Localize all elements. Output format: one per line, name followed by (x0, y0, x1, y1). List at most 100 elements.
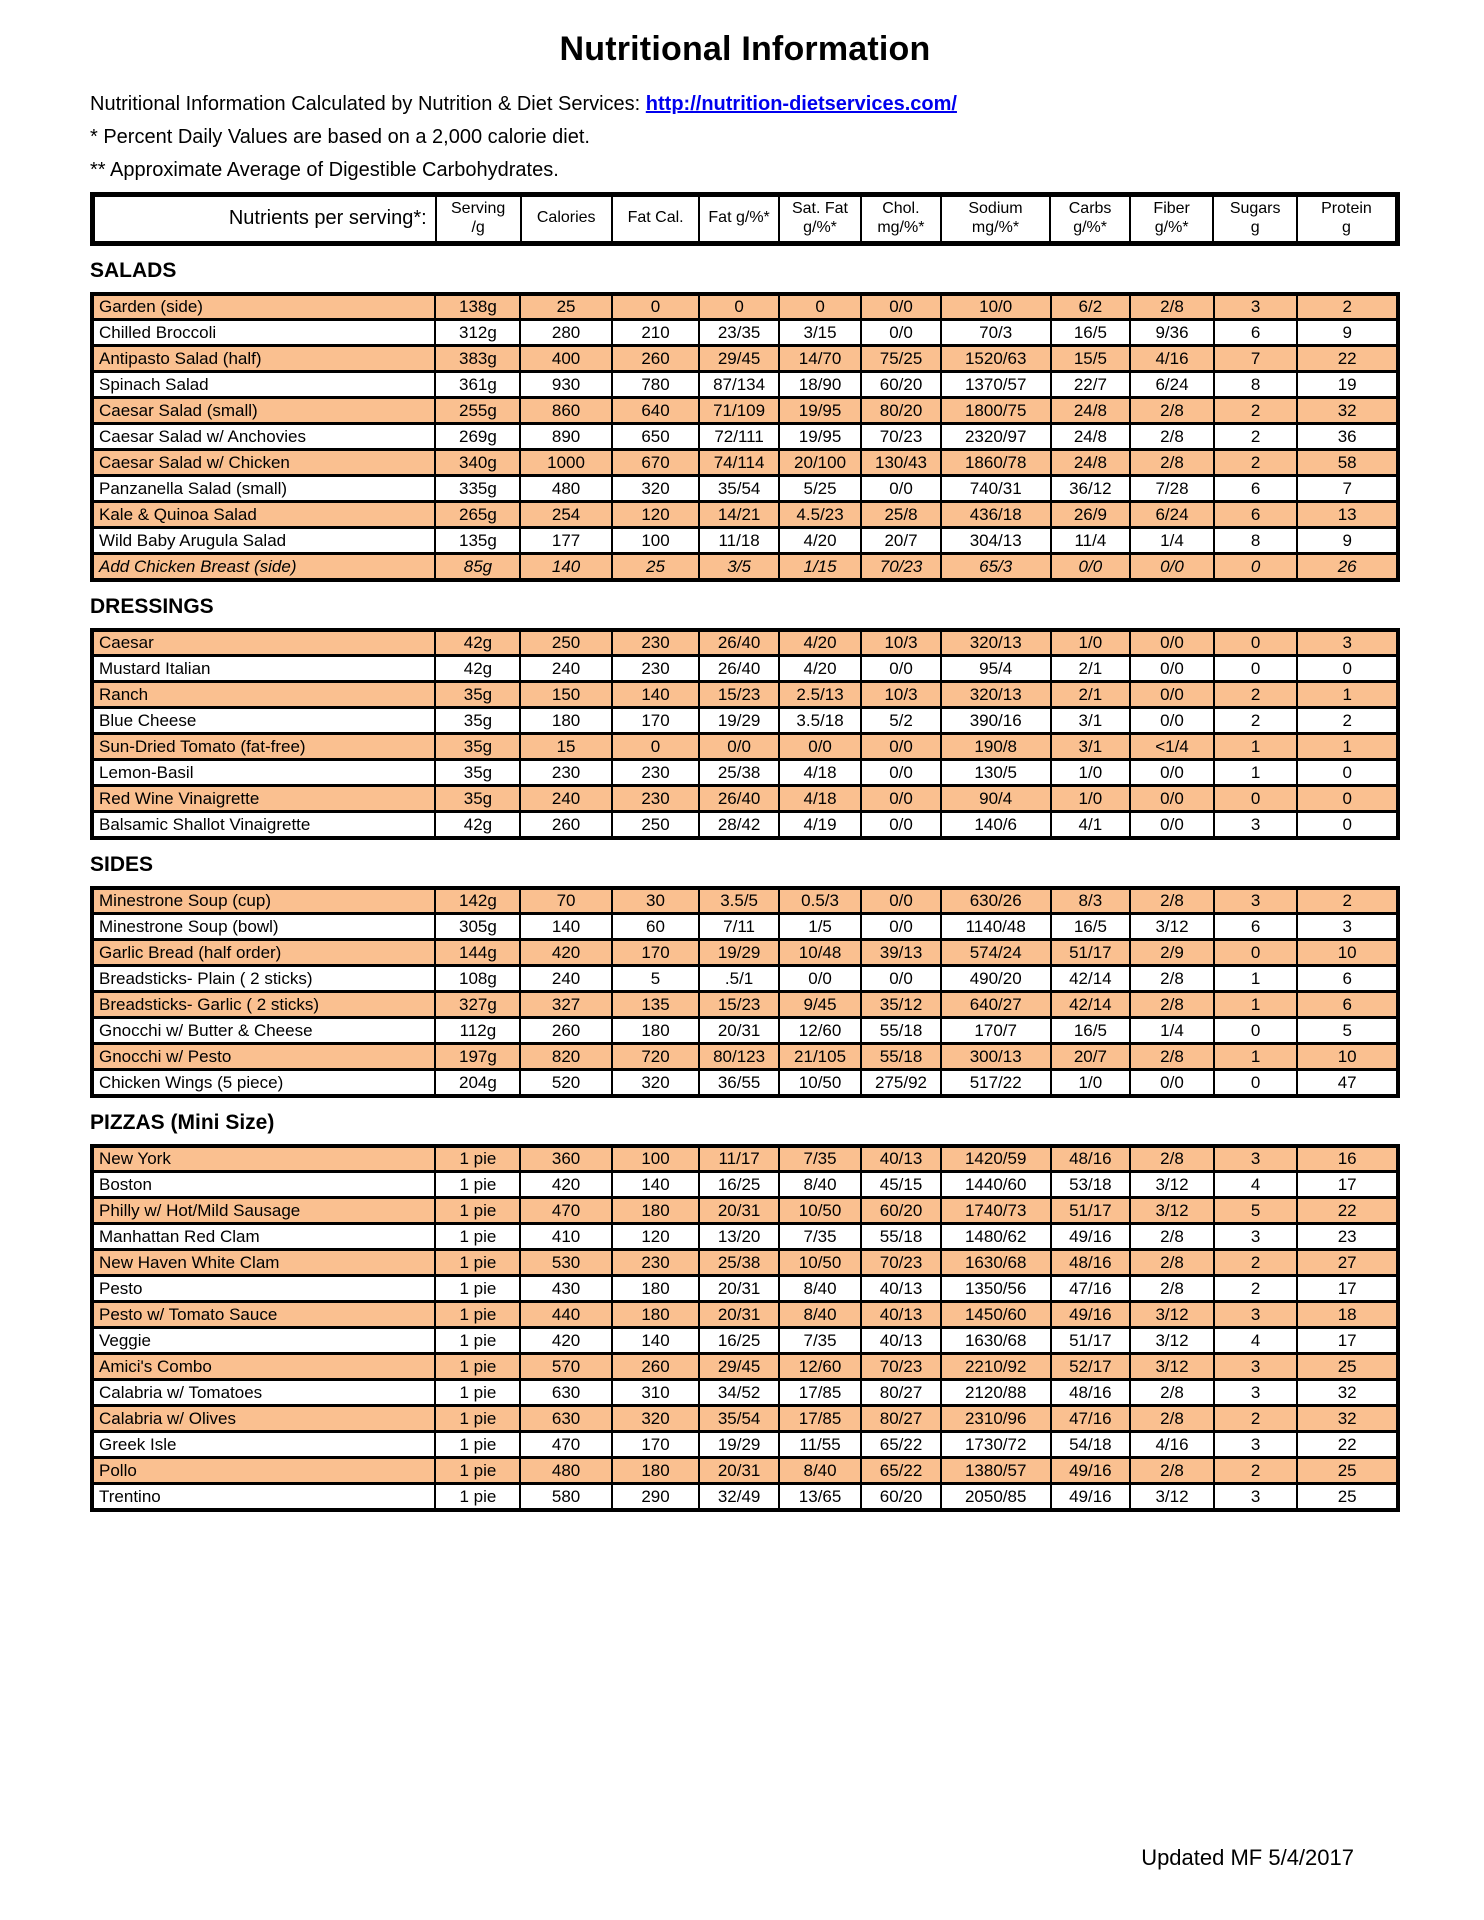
item-name: Minestrone Soup (bowl) (90, 912, 437, 942)
item-name: Philly w/ Hot/Mild Sausage (90, 1196, 437, 1226)
value-cell: 0 (1296, 654, 1399, 684)
value-cell: 13/20 (698, 1222, 780, 1252)
document-content: Nutritional Information Nutritional Info… (90, 30, 1400, 1512)
value-cell: 3 (1296, 628, 1399, 658)
value-cell: 260 (519, 810, 613, 840)
table-row: Boston 1 pie 420 140 16/25 8/40 45/15 1440/60 53… (90, 1170, 1399, 1200)
value-cell: 2310/96 (939, 1404, 1052, 1434)
value-cell: 480 (519, 474, 613, 504)
value-cell: 517/22 (939, 1068, 1052, 1098)
item-name: Veggie (90, 1326, 437, 1356)
item-name: Kale & Quinoa Salad (90, 500, 437, 530)
value-cell: 16/25 (698, 1170, 780, 1200)
value-cell: 22/7 (1049, 370, 1132, 400)
value-cell: 740/31 (939, 474, 1052, 504)
value-cell: 17 (1296, 1326, 1399, 1356)
value-cell: 19/29 (698, 706, 780, 736)
item-name: Caesar Salad w/ Anchovies (90, 422, 437, 452)
value-cell: 95/4 (939, 654, 1052, 684)
table-row: Caesar Salad w/ Anchovies 269g 890 650 72/11… (90, 422, 1399, 452)
value-cell: 2050/85 (939, 1482, 1052, 1512)
value-cell: 0 (1212, 1068, 1299, 1098)
value-cell: 58 (1296, 448, 1399, 478)
value-cell: 9 (1296, 526, 1399, 556)
value-cell: 320 (610, 1068, 701, 1098)
value-cell: 260 (519, 1016, 613, 1046)
nutrition-services-link[interactable]: http://nutrition-dietservices.com/ (645, 93, 957, 115)
item-name: Greek Isle (90, 1430, 437, 1460)
value-cell: 54/18 (1049, 1430, 1132, 1460)
value-cell: 3 (1212, 1222, 1299, 1252)
item-name: Mustard Italian (90, 654, 437, 684)
section-label: DRESSINGS (90, 594, 214, 618)
value-cell: 2 (1296, 706, 1399, 736)
value-cell: 5/2 (860, 706, 942, 736)
value-cell: 2/8 (1129, 964, 1215, 994)
value-cell: 32/49 (698, 1482, 780, 1512)
value-cell: 70 (519, 886, 613, 916)
value-cell: 150 (519, 680, 613, 710)
value-cell: 2/8 (1129, 1274, 1215, 1304)
value-cell: 65/22 (860, 1430, 942, 1460)
table-row: Calabria w/ Olives 1 pie 630 320 35/54 17/85 8… (90, 1404, 1399, 1434)
value-cell: 15 (519, 732, 613, 762)
value-cell: 520 (519, 1068, 613, 1098)
value-cell: 170 (610, 706, 701, 736)
value-cell: 0 (777, 292, 863, 322)
value-cell: 240 (519, 654, 613, 684)
value-cell: 144g (434, 938, 522, 968)
value-cell: 1480/62 (939, 1222, 1052, 1252)
value-cell: 3/5 (698, 552, 780, 582)
sections: SALADS Garden (side) 138g 25 0 0 0 0/0 10/0 6/2 2/… (90, 259, 1400, 1512)
table-row: Chicken Wings (5 piece) 204g 520 320 36/55 10… (90, 1068, 1399, 1098)
value-cell: 40/13 (860, 1326, 942, 1356)
value-cell: 8/40 (777, 1456, 863, 1486)
value-cell: 260 (610, 1352, 701, 1382)
value-cell: 40/13 (860, 1300, 942, 1330)
table-row: Wild Baby Arugula Salad 135g 177 100 11/18 4/… (90, 526, 1399, 556)
value-cell: 19/29 (698, 1430, 780, 1460)
table-row: New York 1 pie 360 100 11/17 7/35 40/13 1420/59… (90, 1144, 1399, 1174)
value-cell: 269g (434, 422, 522, 452)
value-cell: 135 (610, 990, 701, 1020)
value-cell: 2.5/13 (777, 680, 863, 710)
value-cell: 19/29 (698, 938, 780, 968)
value-cell: 10 (1296, 1042, 1399, 1072)
value-cell: 15/5 (1049, 344, 1132, 374)
value-cell: 26/40 (698, 654, 780, 684)
value-cell: 480 (519, 1456, 613, 1486)
value-cell: 6/2 (1049, 292, 1132, 322)
value-cell: 5 (610, 964, 701, 994)
value-cell: 4 (1212, 1326, 1299, 1356)
value-cell: 3.5/18 (777, 706, 863, 736)
value-cell: 180 (519, 706, 613, 736)
value-cell: 2 (1212, 1274, 1299, 1304)
value-cell: 19 (1296, 370, 1399, 400)
table-row: Sun-Dried Tomato (fat-free) 35g 15 0 0/0 0/0 0… (90, 732, 1399, 762)
value-cell: 1 pie (434, 1482, 522, 1512)
value-cell: 230 (610, 628, 701, 658)
value-cell: 0 (1212, 1016, 1299, 1046)
value-cell: 8/40 (777, 1300, 863, 1330)
value-cell: 3 (1212, 886, 1299, 916)
value-cell: 2 (1212, 1248, 1299, 1278)
value-cell: 180 (610, 1300, 701, 1330)
value-cell: 327g (434, 990, 522, 1020)
value-cell: 0/0 (860, 810, 942, 840)
value-cell: 23/35 (698, 318, 780, 348)
value-cell: 6 (1296, 990, 1399, 1020)
value-cell: 0/0 (860, 474, 942, 504)
value-cell: 90/4 (939, 784, 1052, 814)
item-name: Antipasto Salad (half) (90, 344, 437, 374)
value-cell: 1380/57 (939, 1456, 1052, 1486)
column-header: Protein g (1295, 193, 1399, 245)
value-cell: 19/95 (777, 396, 863, 426)
value-cell: 420 (519, 1170, 613, 1200)
item-name: Trentino (90, 1482, 437, 1512)
value-cell: 48/16 (1049, 1378, 1132, 1408)
value-cell: 36/12 (1049, 474, 1132, 504)
item-name: Calabria w/ Tomatoes (90, 1378, 437, 1408)
value-cell: 3/1 (1049, 732, 1132, 762)
value-cell: 0/0 (1129, 552, 1215, 582)
